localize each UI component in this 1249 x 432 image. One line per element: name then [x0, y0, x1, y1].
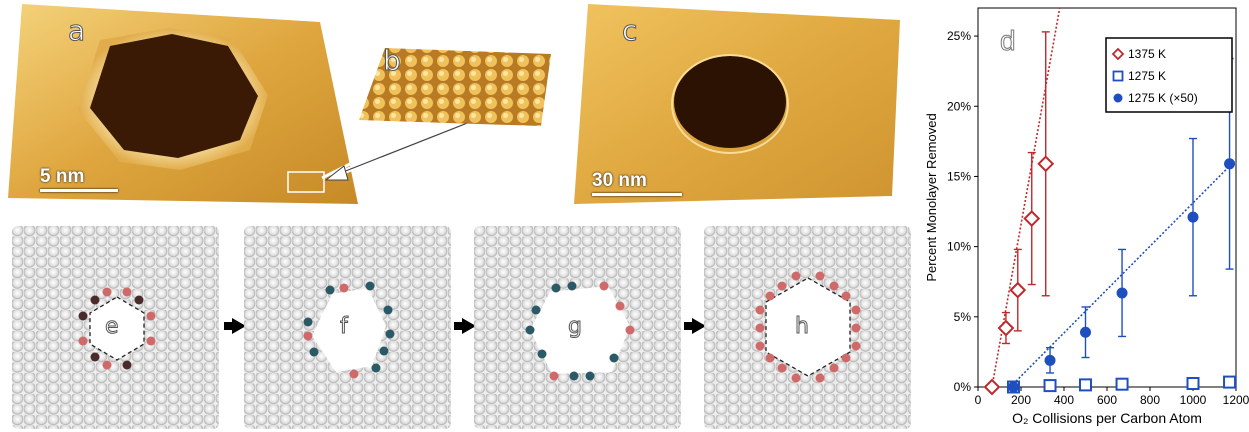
lattice-panel-h — [704, 226, 911, 429]
y-tick-label: 0% — [954, 380, 972, 394]
x-axis-label: O₂ Collisions per Carbon Atom — [1012, 410, 1202, 426]
y-axis-label: Percent Monolayer Removed — [924, 113, 939, 281]
data-point-diamond — [997, 319, 1015, 337]
y-tick-label: 25% — [947, 29, 971, 43]
x-tick-label: 400 — [1054, 393, 1074, 407]
data-point-circle — [1224, 158, 1236, 170]
scale-bar-a-label: 5 nm — [40, 166, 85, 187]
zoom-region-box — [287, 171, 325, 193]
data-point-circle — [1187, 211, 1199, 223]
step-arrow — [684, 318, 706, 334]
x-tick-label: 1000 — [1180, 393, 1207, 407]
data-point-diamond — [983, 378, 1001, 396]
x-tick-label: 1200 — [1223, 393, 1249, 407]
panel-label-b: b — [383, 44, 402, 78]
data-point-circle — [1044, 354, 1056, 366]
x-tick-label: 200 — [1011, 393, 1031, 407]
step-arrow — [454, 318, 476, 334]
lattice-label-e: e — [105, 314, 120, 340]
lattice-panel-e — [12, 226, 219, 429]
legend-marker — [1112, 70, 1124, 82]
data-point-diamond — [1009, 281, 1027, 299]
scale-bar-c: 30 nm — [592, 170, 682, 196]
stm-panel-a — [8, 4, 359, 204]
stm-panel-b — [359, 48, 551, 126]
data-point-diamond — [1023, 210, 1041, 227]
lattice-label-g: g — [568, 314, 583, 340]
legend-label: 1275 K (×50) — [1128, 91, 1198, 105]
lattice-panel-g — [474, 226, 681, 429]
lattice-label-h: h — [795, 314, 810, 340]
x-tick-label: 600 — [1097, 393, 1117, 407]
atomic-surface — [359, 48, 551, 126]
pit — [674, 56, 786, 148]
panel-label-a: a — [67, 14, 86, 48]
y-tick-label: 20% — [947, 99, 971, 113]
y-tick-label: 5% — [954, 310, 972, 324]
panel-label-c: c — [621, 14, 638, 48]
pit — [90, 34, 258, 158]
x-tick-label: 0 — [975, 393, 982, 407]
data-point-square — [1079, 378, 1092, 392]
lattice-panel-f — [244, 226, 451, 429]
data-point-circle — [1116, 287, 1128, 299]
data-point-square — [1223, 375, 1237, 389]
data-point-circle — [1080, 326, 1091, 338]
connector-arrow — [324, 119, 471, 181]
stm-panel-c — [574, 4, 900, 204]
data-point-diamond — [1037, 155, 1055, 173]
fit-line — [1009, 159, 1236, 387]
scale-bar-c-line — [592, 193, 682, 196]
y-tick-label: 15% — [947, 169, 971, 183]
legend-label: 1275 K — [1128, 69, 1166, 83]
data-point-square — [1043, 379, 1057, 393]
legend-marker — [1113, 93, 1123, 103]
data-point-square — [1115, 377, 1129, 391]
legend-box — [1105, 37, 1233, 113]
step-arrow — [224, 318, 246, 334]
lattice-label-f: f — [340, 314, 349, 340]
data-point-circle — [1007, 381, 1019, 393]
scale-bar-a: 5 nm — [40, 166, 118, 192]
panel-label-d: d — [1000, 25, 1016, 56]
data-point-square — [1186, 376, 1200, 390]
legend-marker — [1111, 47, 1125, 61]
scale-bar-a-line — [40, 189, 118, 192]
chart-d: 0% 5% 10% 15% 20% 25% 0 200 400 600 800 1000 1200 O₂ … — [924, 7, 1249, 426]
legend-label: 1375 K — [1128, 47, 1166, 61]
y-tick-label: 10% — [947, 240, 971, 254]
x-tick-label: 800 — [1140, 393, 1160, 407]
scale-bar-c-label: 30 nm — [592, 170, 647, 191]
pit-rim — [671, 54, 789, 154]
